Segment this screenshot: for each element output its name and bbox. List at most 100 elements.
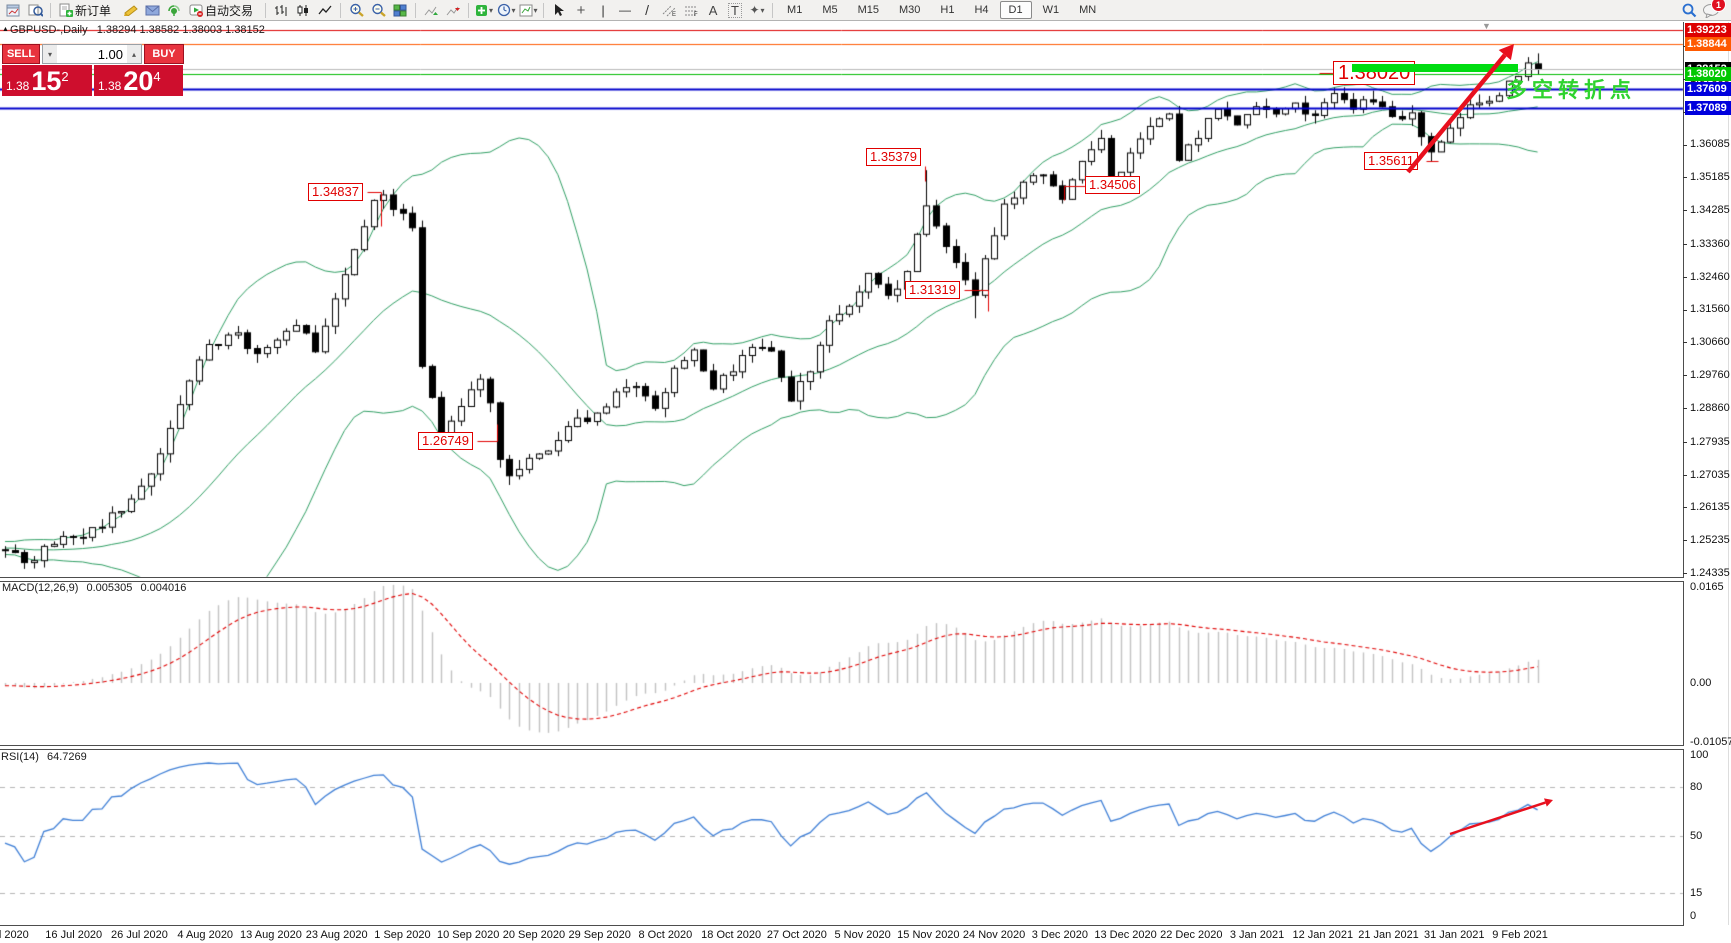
panel-collapse-icon[interactable]: ▲ xyxy=(2,26,9,33)
channel-icon[interactable]: E xyxy=(659,1,679,19)
indicator-axis-label: 0 xyxy=(1690,910,1697,922)
periods-button[interactable]: ▾ xyxy=(496,1,516,19)
tf-button-H1[interactable]: H1 xyxy=(940,4,955,16)
tf-button-M30[interactable]: M30 xyxy=(899,4,921,16)
line-chart-icon[interactable] xyxy=(315,1,335,19)
tf-button-W1[interactable]: W1 xyxy=(1042,4,1060,16)
signals-icon[interactable] xyxy=(164,1,184,19)
zoom-out-icon[interactable] xyxy=(368,1,388,19)
price-tick: 1.33360 xyxy=(1690,237,1730,250)
templates-button[interactable]: ▾ xyxy=(518,1,538,19)
new-order-button[interactable]: 新订单 xyxy=(56,1,118,19)
date-label: 22 Dec 2020 xyxy=(1160,929,1223,941)
indicator-axis-label: 0.0165 xyxy=(1690,581,1724,593)
pane-separator-macd[interactable] xyxy=(0,577,1684,582)
tick-mark xyxy=(1683,342,1687,344)
tick-mark xyxy=(1683,177,1687,179)
notifications-button[interactable]: 1 xyxy=(1701,0,1726,19)
date-label: 13 Aug 2020 xyxy=(240,929,302,941)
clock-icon xyxy=(497,3,510,17)
tick-mark xyxy=(1683,408,1687,409)
price-annotation[interactable]: 1.34506 xyxy=(1085,176,1140,194)
price-tick: 1.36085 xyxy=(1690,138,1730,151)
tf-button-D1[interactable]: D1 xyxy=(999,1,1032,19)
buy-button[interactable]: BUY xyxy=(144,44,184,64)
price-badge: 1.38844 xyxy=(1685,36,1731,51)
mailbox-icon[interactable] xyxy=(142,1,162,19)
date-label: Jul 2020 xyxy=(0,929,29,941)
buy-price-display[interactable]: 1.38 20 4 xyxy=(94,65,183,96)
search-icon[interactable] xyxy=(1679,1,1699,19)
tf-button-M15[interactable]: M15 xyxy=(857,4,879,16)
chinese-note-label[interactable]: 多空转折点 xyxy=(1506,79,1636,102)
price-tick: 1.30660 xyxy=(1690,336,1730,349)
data-window-icon[interactable] xyxy=(25,1,45,19)
candlestick-chart-icon[interactable] xyxy=(293,1,313,19)
dropdown-caret-icon: ▾ xyxy=(533,5,538,15)
tf-button-H4[interactable]: H4 xyxy=(974,4,989,16)
tile-windows-icon[interactable] xyxy=(390,1,410,19)
autotrading-button[interactable]: 自动交易 xyxy=(186,1,260,19)
date-label: 12 Jan 2021 xyxy=(1292,929,1354,941)
chart-window-icon[interactable] xyxy=(3,1,23,19)
price-annotation[interactable]: 1.26749 xyxy=(418,432,473,450)
date-label: 31 Jan 2021 xyxy=(1423,929,1485,941)
price-badge: 1.39223 xyxy=(1685,23,1731,37)
indicator-axis-label: 80 xyxy=(1690,781,1703,793)
tick-mark xyxy=(1683,243,1687,245)
trendline-icon[interactable]: / xyxy=(645,2,649,18)
cursor-icon[interactable] xyxy=(549,1,569,19)
zoom-in-icon[interactable] xyxy=(346,1,366,19)
arrows-star-icon: ✦ xyxy=(749,3,760,17)
volume-increase-button[interactable]: ▴ xyxy=(127,45,141,63)
date-label: 18 Oct 2020 xyxy=(701,929,762,941)
tf-button-M1[interactable]: M1 xyxy=(787,4,803,16)
date-label: 26 Jul 2020 xyxy=(111,929,168,941)
fibonacci-icon[interactable]: F xyxy=(681,1,701,19)
rsi-name: RSI(14) xyxy=(1,751,39,763)
toolbar-right-group: 1 xyxy=(1678,0,1727,19)
sell-price-display[interactable]: 1.38 15 2 xyxy=(2,65,92,96)
text-label-icon[interactable]: T xyxy=(725,1,745,19)
volume-input[interactable] xyxy=(57,45,127,63)
date-label: 27 Oct 2020 xyxy=(766,929,827,941)
price-annotation[interactable]: 1.31319 xyxy=(905,281,960,299)
price-tick: 1.32460 xyxy=(1690,270,1730,283)
chart-title: GBPUSD-,Daily 1.38294 1.38582 1.38003 1.… xyxy=(10,24,265,36)
tick-mark xyxy=(1683,573,1687,574)
auto-scroll-icon[interactable] xyxy=(421,1,441,19)
price-tick: 1.31560 xyxy=(1690,303,1730,316)
crosshair-icon[interactable]: + xyxy=(576,1,586,19)
sell-button[interactable]: SELL xyxy=(2,44,40,64)
price-annotation[interactable]: 1.34837 xyxy=(308,183,363,201)
price-annotation[interactable]: 1.35611 xyxy=(1364,152,1419,170)
one-click-trading-panel: SELL ▾ ▴ BUY 1.38 15 2 1.38 20 4 xyxy=(2,44,184,96)
tick-mark xyxy=(1683,276,1687,278)
bar-chart-icon[interactable] xyxy=(271,1,291,19)
metaeditor-icon[interactable] xyxy=(120,1,140,19)
price-tick: 1.26135 xyxy=(1690,501,1730,514)
tick-mark xyxy=(1683,507,1687,509)
text-tool-icon[interactable]: A xyxy=(708,2,718,18)
buy-price-pipette: 4 xyxy=(153,69,161,84)
date-label: 13 Dec 2020 xyxy=(1094,929,1157,941)
toolbar-separator xyxy=(265,2,267,18)
pane-separator-rsi[interactable] xyxy=(0,745,1684,750)
horizontal-line-icon[interactable]: — xyxy=(619,3,632,17)
volume-decrease-button[interactable]: ▾ xyxy=(43,45,57,63)
vertical-line-icon[interactable]: | xyxy=(601,2,605,18)
time-axis-border xyxy=(0,925,1684,926)
add-indicator-button[interactable]: ▾ xyxy=(474,1,494,19)
date-label: 20 Sep 2020 xyxy=(502,929,566,941)
arrows-tool-button[interactable]: ✦ ▾ xyxy=(747,1,767,19)
highlight-bar[interactable] xyxy=(1352,64,1518,72)
chart-shift-icon[interactable] xyxy=(443,1,463,19)
price-annotation[interactable]: 1.35379 xyxy=(866,148,921,166)
price-badge: 1.38020 xyxy=(1685,66,1731,81)
tf-button-MN[interactable]: MN xyxy=(1079,4,1097,16)
macd-indicator-label: MACD(12,26,9) 0.005305 0.004016 xyxy=(2,582,186,594)
new-order-icon xyxy=(59,3,73,17)
toolbar-separator xyxy=(543,2,545,18)
tf-button-M5[interactable]: M5 xyxy=(822,4,838,16)
